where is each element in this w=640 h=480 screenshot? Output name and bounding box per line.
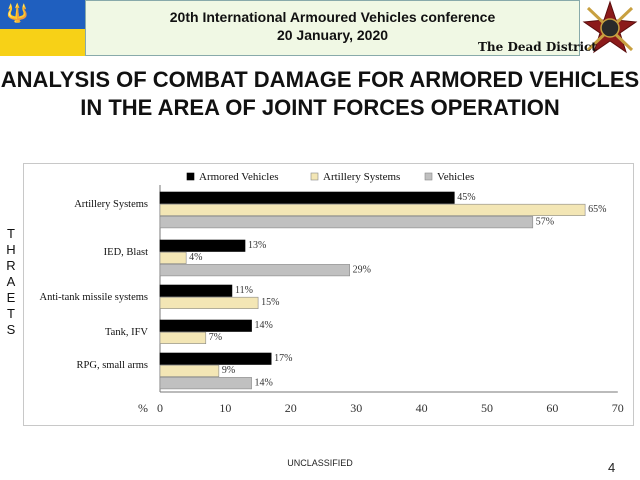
bar [159, 239, 246, 252]
conference-date: 20 January, 2020 [276, 27, 389, 43]
data-label: 9% [222, 365, 235, 376]
side-letter: R [6, 258, 16, 273]
bar-chart: 45% 65% 57% Artillery Systems 13% 4% 29% IED, B… [40, 171, 624, 415]
data-label: 4% [189, 252, 202, 263]
category-label: Artillery Systems [74, 199, 148, 210]
legend-swatch [424, 172, 433, 181]
emblem-icon [582, 0, 638, 54]
x-tick-label: 70 [612, 401, 624, 415]
data-label: 65% [588, 204, 606, 215]
bar [159, 319, 252, 332]
x-tick-label: 60 [546, 401, 558, 415]
side-letter: S [6, 322, 16, 337]
x-tick-label: 50 [481, 401, 493, 415]
bar [159, 352, 272, 365]
data-label: 14% [255, 377, 273, 388]
category-label: Tank, IFV [105, 327, 148, 338]
data-label: 11% [235, 285, 253, 296]
side-letter: A [6, 274, 16, 289]
bar [159, 203, 586, 217]
slide-title: ANALYSIS OF COMBAT DAMAGE FOR ARMORED VE… [0, 67, 640, 120]
legend-swatch [186, 172, 195, 181]
side-letter: E [6, 290, 16, 305]
data-label: 14% [255, 320, 273, 331]
ukraine-flag: 🔱 [0, 0, 85, 56]
legend-label: Artillery Systems [323, 171, 400, 183]
category-label: IED, Blast [104, 247, 148, 258]
side-letter: T [7, 306, 15, 321]
classification-footer: UNCLASSIFIED [287, 458, 353, 468]
conference-name: 20th International Armoured Vehicles con… [169, 9, 496, 25]
bar [159, 296, 259, 309]
data-label: 17% [274, 353, 292, 364]
data-label: 45% [457, 192, 475, 203]
data-label: 29% [353, 264, 371, 275]
bar [159, 331, 207, 344]
category-label: Anti-tank missile systems [40, 292, 149, 303]
bar [159, 377, 252, 390]
x-unit-label: % [138, 401, 148, 415]
trident-icon: 🔱 [6, 3, 29, 24]
data-label: 57% [536, 216, 554, 227]
threats-side-label: T H R A E T S [4, 226, 18, 338]
x-tick-label: 0 [157, 401, 163, 415]
category-label: RPG, small arms [77, 360, 148, 371]
data-label: 13% [248, 240, 266, 251]
bar [159, 284, 233, 297]
side-letter: T [7, 226, 15, 241]
x-tick-label: 40 [416, 401, 428, 415]
data-label: 7% [209, 332, 222, 343]
bar [159, 251, 187, 264]
page-number: 4 [608, 460, 616, 475]
district-label: The Dead District [478, 40, 597, 54]
legend-label: Vehicles [437, 171, 474, 183]
x-tick-label: 20 [285, 401, 297, 415]
x-tick-label: 30 [350, 401, 362, 415]
bar [159, 216, 534, 229]
bar [159, 191, 455, 204]
data-label: 15% [261, 297, 279, 308]
side-letter: H [6, 242, 16, 257]
x-tick-label: 10 [219, 401, 231, 415]
legend-swatch [310, 172, 319, 181]
bar [159, 264, 350, 277]
bar [159, 364, 220, 377]
conference-header: 20th International Armoured Vehicles con… [85, 0, 580, 56]
legend-label: Armored Vehicles [199, 171, 279, 183]
